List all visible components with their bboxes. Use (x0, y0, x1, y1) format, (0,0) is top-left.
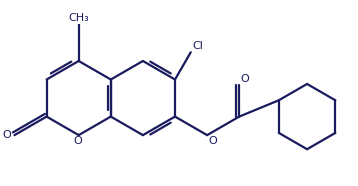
Text: O: O (240, 74, 249, 84)
Text: Cl: Cl (192, 41, 203, 51)
Text: O: O (73, 136, 82, 146)
Text: CH₃: CH₃ (68, 13, 89, 23)
Text: O: O (3, 130, 11, 140)
Text: O: O (208, 136, 217, 146)
